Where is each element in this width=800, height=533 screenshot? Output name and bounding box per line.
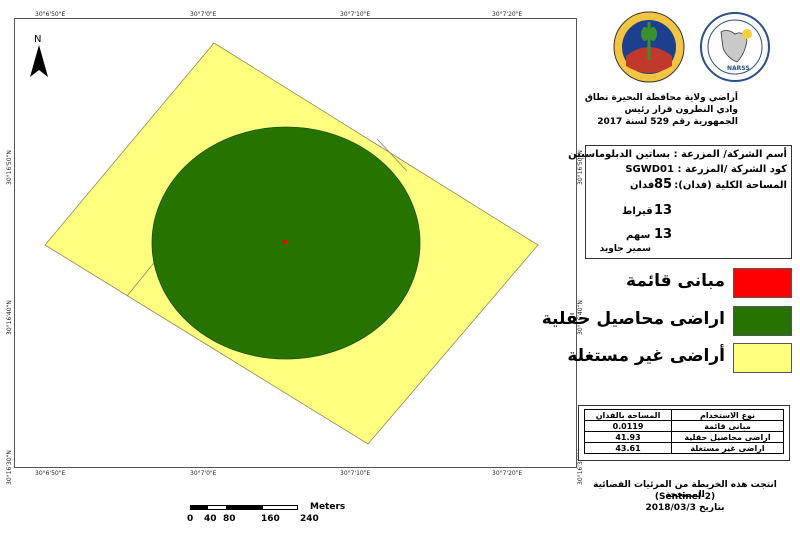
legend-label-crops: اراضى محاصيل حقلية [541, 309, 725, 329]
map-frame: N [14, 18, 577, 468]
legend-swatch-buildings [733, 268, 792, 298]
scale-bar [190, 505, 350, 511]
sahm-unit: سهم [626, 230, 651, 241]
scale-label-40: 40 [204, 514, 217, 524]
row-area: 43.61 [584, 442, 672, 454]
north-arrow-icon [30, 45, 48, 77]
legend-label-buildings: مبانى قائمة [626, 271, 725, 291]
area-table: المساحه بالفدان نوع الاستخدام 0.0119 مبا… [584, 409, 784, 454]
scale-label-80: 80 [223, 514, 236, 524]
table-row: 0.0119 مبانى قائمة [584, 420, 784, 432]
tick-top-3: 30°7'10"E [340, 11, 371, 18]
info-box: أسم الشركة/ المزرعة : بساتين الدبلوماسيي… [568, 145, 792, 259]
area-table-frame: المساحه بالفدان نوع الاستخدام 0.0119 مبا… [578, 405, 790, 461]
tick-bottom-2: 30°7'0"E [190, 470, 217, 477]
governorate-logo [613, 11, 685, 83]
tick-left-1: 30°16'50"N [6, 150, 13, 185]
tick-bottom-1: 30°6'50"E [35, 470, 66, 477]
qirat-unit: قيراط [622, 206, 653, 217]
owner-name: سمير جاويد [599, 244, 651, 254]
header-title-line-3: الجمهورية رقم 529 لسنة 2017 [597, 117, 738, 127]
legend-label-unused: أراضى غير مستغلة [567, 346, 725, 366]
total-area-label: المساحة الكلية (فدان): [674, 180, 787, 191]
header-title-line-2: وادي النطرون قرار رئيس [624, 105, 738, 115]
company-code: كود الشركة /المزرعة : SGWD01 [625, 164, 787, 175]
qirat-value: 13 [654, 203, 673, 218]
parcel-inner-line-right [376, 138, 408, 172]
header-area: المساحه بالفدان [584, 409, 672, 421]
tick-bottom-4: 30°7'20"E [492, 470, 523, 477]
tick-top-2: 30°7'0"E [190, 11, 217, 18]
total-area-value: 85 [654, 177, 673, 192]
row-area: 0.0119 [584, 420, 672, 432]
narss-logo: NARSS [700, 12, 770, 82]
tick-left-2: 30°16'40"N [6, 300, 13, 335]
row-usage: اراضى محاصيل حقلية [671, 431, 784, 443]
map-canvas: N [30, 34, 539, 445]
scale-label-160: 160 [261, 514, 280, 524]
legend-swatch-crops [733, 306, 792, 336]
north-label: N [34, 34, 41, 45]
row-usage: مبانى قائمة [671, 420, 784, 432]
tick-top-4: 30°7'20"E [492, 11, 523, 18]
tick-left-3: 30°16'30"N [6, 450, 13, 485]
row-area: 41.93 [584, 431, 672, 443]
table-header-row: المساحه بالفدان نوع الاستخدام [584, 409, 784, 421]
table-row: 41.93 اراضى محاصيل حقلية [584, 431, 784, 443]
svg-text:NARSS: NARSS [727, 65, 750, 72]
company-name: أسم الشركة/ المزرعة : بساتين الدبلوماسيي… [568, 149, 787, 160]
tick-bottom-3: 30°7'10"E [340, 470, 371, 477]
header-usage: نوع الاستخدام [671, 409, 784, 421]
header-title-line-1: أراضي ولاية محافظة البحيرة نطاق [584, 93, 738, 103]
scale-unit: Meters [310, 502, 346, 512]
tick-top-1: 30°6'50"E [35, 11, 66, 18]
footer-line-1: انتجت هذه الخريطة من المرئيات الفضائية ا… [593, 480, 777, 500]
scale-label-0: 0 [187, 514, 194, 524]
scale-label-240: 240 [300, 514, 319, 524]
row-usage: اراضى غير مستغلة [671, 442, 784, 454]
legend-swatch-unused [733, 343, 792, 373]
building-marker [283, 240, 287, 244]
sahm-value: 13 [654, 227, 673, 242]
footer-line-2: (Sentinel-2) [654, 492, 716, 502]
footer-line-3: بتاريخ 2018/03/3 [645, 503, 725, 513]
total-area-unit: فدان [630, 180, 655, 191]
table-row: 43.61 اراضى غير مستغلة [584, 442, 784, 454]
